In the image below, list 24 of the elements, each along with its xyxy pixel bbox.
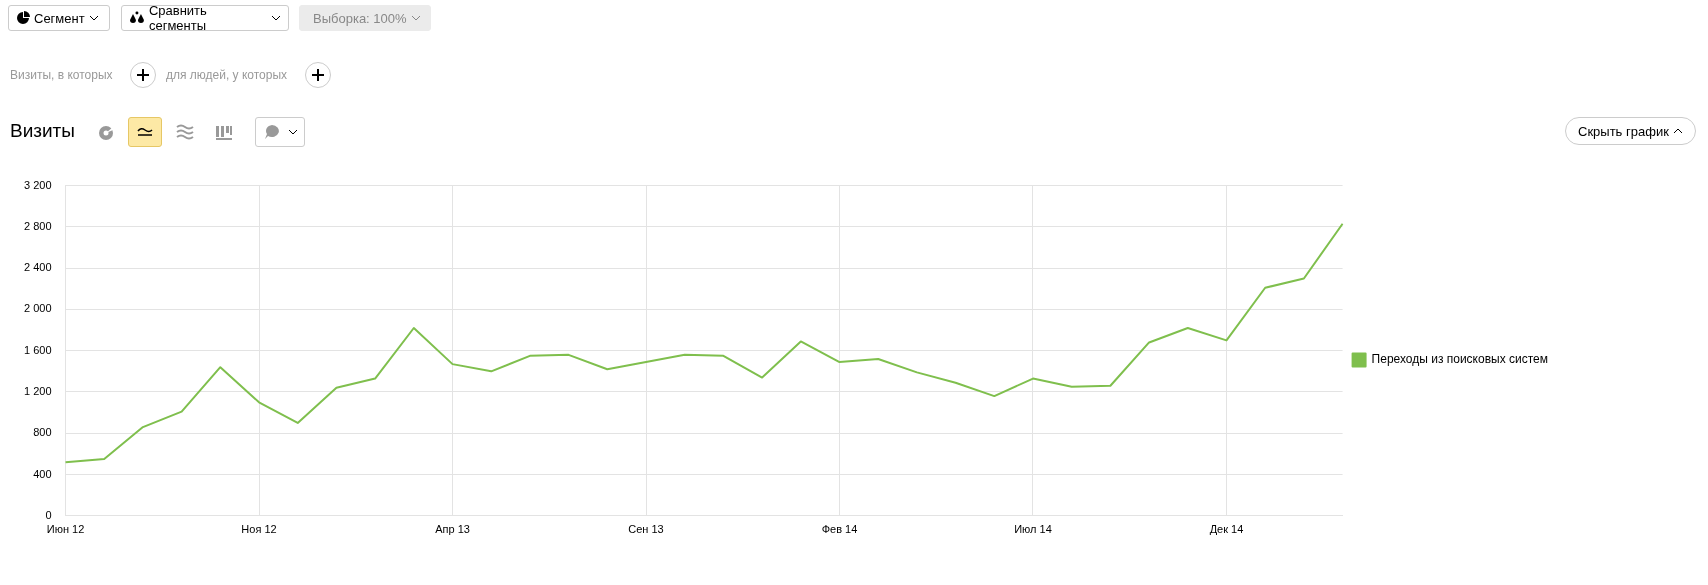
- x-tick-label: Дек 14: [1209, 523, 1244, 536]
- y-tick-label: 800: [33, 426, 52, 439]
- x-tick-label: Апр 13: [435, 523, 470, 536]
- y-tick-label: 0: [45, 508, 52, 521]
- chart-title: Визиты: [10, 120, 75, 142]
- y-tick-label: 400: [33, 467, 52, 480]
- x-tick-label: Фев 14: [821, 523, 858, 536]
- text: Сравнить сегменты: [148, 3, 208, 33]
- x-tick-label: Июл 14: [1014, 523, 1052, 536]
- text: Визиты, в которых: [10, 68, 113, 82]
- y-tick-label: 2 000: [24, 302, 52, 315]
- text: Выборка: 100%: [313, 10, 407, 26]
- x-tick-label: Ноя 12: [241, 523, 277, 536]
- y-tick-label: 2 800: [24, 219, 52, 232]
- x-tick-label: Сен 13: [628, 523, 664, 536]
- y-tick-label: 2 400: [24, 261, 52, 274]
- text: для людей, у которых: [166, 68, 288, 82]
- legend-label: Переходы из поисковых систем: [1371, 352, 1549, 367]
- y-tick-label: 3 200: [24, 178, 52, 191]
- x-tick-label: Июн 12: [46, 523, 85, 536]
- y-tick-label: 1 600: [24, 343, 52, 356]
- text: Скрыть график: [1578, 123, 1669, 139]
- y-tick-label: 1 200: [24, 385, 52, 398]
- text: Сегмент: [34, 10, 85, 26]
